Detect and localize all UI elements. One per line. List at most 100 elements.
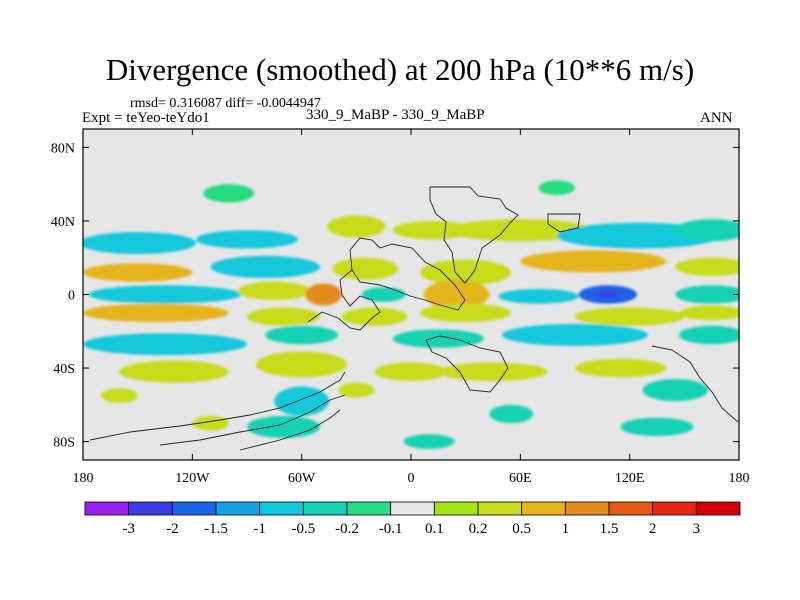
coastline-central-america [349,237,466,311]
field-region [447,219,594,242]
colorbar: -3 -2 -1.5 -1 -0.5 -0.2 -0.1 0.1 0.2 0.5 1 1.5 2 3 [84,501,741,537]
field-region [119,360,229,383]
colorbar-label: 3 [693,521,701,537]
colorbar-swatch [477,501,523,516]
y-tick-label: 80N [51,141,75,156]
field-region [620,417,694,437]
field-region [678,305,739,321]
field-region [575,358,667,378]
coastline-southern-ridge-3 [239,409,341,451]
coastline-africa [425,335,509,393]
y-tick-label: 40N [51,215,75,230]
experiment-label: Expt = teYeo-teYdo1 [82,110,210,126]
colorbar-swatch [608,501,654,516]
coastline-southern-ridge-2 [159,394,346,446]
colorbar-label: -1.5 [204,521,228,537]
coastline-greenland [547,213,581,233]
field-region [392,220,473,240]
field-region [675,257,739,277]
colorbar-swatch [521,501,566,516]
x-tick-label: 180 [73,471,94,486]
field-region [83,263,193,282]
y-tick-label: 80S [53,436,75,451]
field-region [489,404,534,424]
field-region [675,285,739,304]
field-region [498,288,579,304]
field-region [596,290,619,299]
coastlines [89,186,739,451]
field-region [327,215,386,238]
colorbar-swatch [259,501,304,516]
field-region [237,281,311,301]
colorbar-label: 2 [649,521,657,537]
colorbar-label: -3 [122,521,135,537]
field-region [88,285,242,304]
field-region [83,333,247,356]
y-tick-label: 0 [68,289,75,304]
colorbar-swatch [652,501,697,516]
x-tick-label: 180 [729,471,750,486]
field-region [420,259,512,286]
field-region [403,434,455,449]
field-region [392,329,484,348]
coastline-pacific-ridge [651,345,739,423]
case-label: 330_9_MaBP - 330_9_MaBP [306,107,485,123]
field-region [265,325,339,345]
colorbar-label: 0.5 [512,521,531,537]
x-tick-label: 60E [509,471,532,486]
field-region [192,415,229,431]
field-region [203,184,255,203]
field-region [374,362,448,381]
colorbar-label: 0.1 [425,521,444,537]
field-region [642,379,709,402]
coastline-south-america [307,269,381,331]
field-region [520,250,667,273]
colorbar-label: -2 [166,521,179,537]
field-region [210,255,320,278]
x-tick-label: 0 [408,471,415,486]
colorbar-swatch [302,501,348,516]
field-region [247,415,320,438]
field-region [502,323,648,346]
season-label: ANN [700,110,733,126]
colorbar-swatch [84,501,130,516]
field-region [101,388,138,403]
field-region [438,362,548,381]
colorbar-label: -0.2 [335,521,359,537]
field-region [675,219,739,242]
colorbar-label: 1 [562,521,570,537]
colorbar-label: -0.1 [379,521,403,537]
field-region [305,283,342,306]
field-region [332,257,399,280]
field-region [575,307,685,326]
y-tick-label: 40S [53,362,75,377]
field-region [338,382,375,398]
field-region [83,231,196,255]
field-contours [83,180,739,449]
colorbar-swatch [346,501,392,516]
field-region [678,325,739,345]
field-region [538,180,575,196]
colorbar-swatch [695,501,741,516]
field-region [420,303,512,323]
colorbar-swatch [433,501,479,516]
chart-title: Divergence (smoothed) at 200 hPa (10**6 … [105,52,695,87]
axes: 180 120W 60W 0 60E 120E 180 80N 40N 0 40S 80S [51,129,750,486]
colorbar-swatch [390,501,435,516]
colorbar-swatch [564,501,610,516]
stats-line: rmsd= 0.316087 diff= -0.0044947 [130,96,321,111]
field-region [274,386,329,416]
colorbar-swatch [128,501,173,516]
field-region [423,279,490,310]
field-region [361,287,406,302]
colorbar-swatch [215,501,261,516]
colorbar-label: 0.2 [469,521,488,537]
field-region [83,303,229,323]
map-area [83,129,739,460]
colorbar-swatch [171,501,217,516]
field-region [195,230,299,249]
x-tick-label: 120W [175,471,210,486]
colorbar-label: -0.5 [291,521,315,537]
field-region [256,351,348,378]
